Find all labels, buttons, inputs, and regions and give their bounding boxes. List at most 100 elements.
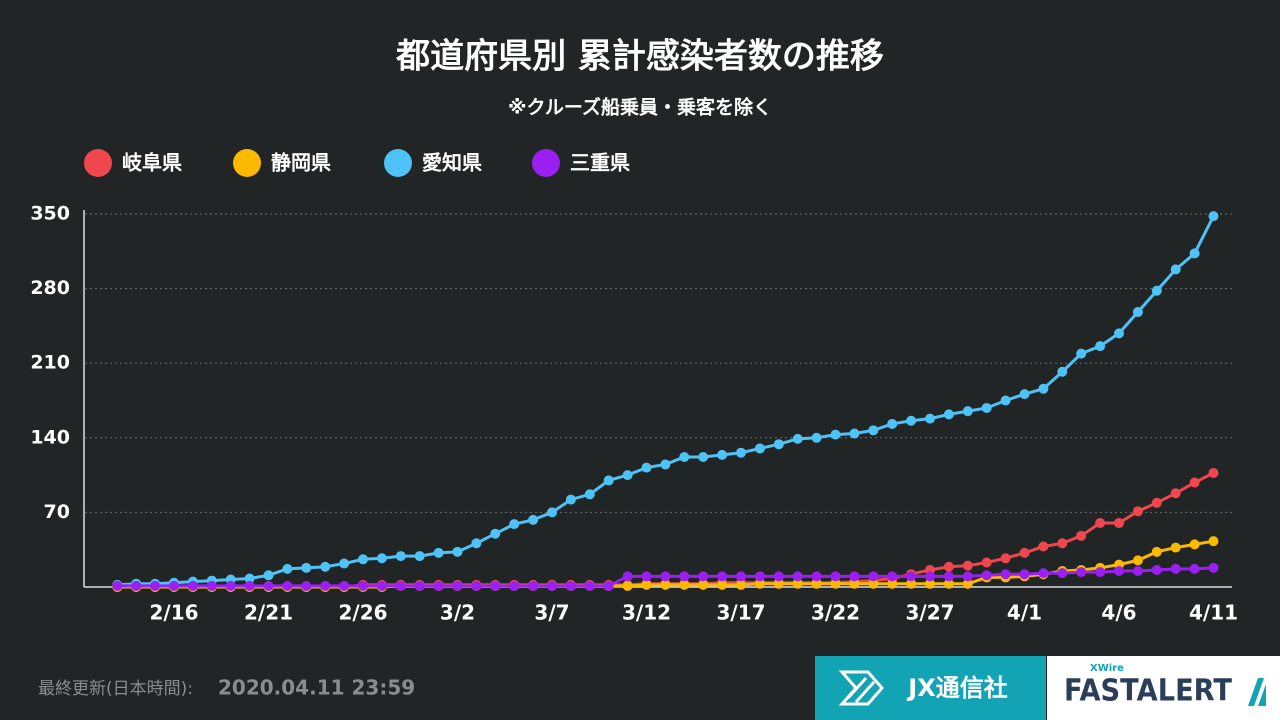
data-point [1038, 383, 1049, 394]
data-point [698, 451, 709, 462]
data-point [1095, 518, 1106, 529]
x-tick-label: 3/17 [716, 601, 765, 625]
data-point [962, 578, 973, 589]
data-point [887, 418, 898, 429]
data-point [736, 571, 746, 582]
data-point [565, 580, 576, 591]
data-point [584, 580, 595, 591]
data-point [773, 571, 784, 582]
x-tick-label: 2/21 [244, 601, 293, 625]
data-point [301, 580, 312, 591]
data-point [1208, 467, 1219, 478]
data-point [887, 578, 898, 589]
product-sub: XWire [1090, 663, 1124, 674]
data-point [622, 571, 633, 582]
data-point [868, 571, 879, 582]
data-point [1057, 538, 1068, 549]
data-point [547, 507, 557, 518]
data-point [471, 538, 482, 549]
data-point [849, 571, 860, 582]
data-point [490, 528, 501, 539]
data-point [830, 571, 841, 582]
data-point [981, 570, 992, 581]
data-point [1208, 211, 1219, 222]
data-point [754, 443, 765, 454]
data-point [679, 451, 690, 462]
x-tick-label: 4/1 [1007, 601, 1042, 625]
data-point [773, 578, 784, 589]
data-point [528, 514, 539, 525]
data-point [660, 571, 671, 582]
data-point [339, 558, 350, 569]
data-point [1189, 248, 1200, 259]
data-point [943, 409, 954, 420]
data-point [698, 579, 709, 590]
legend-swatch [532, 149, 560, 177]
data-point [244, 573, 255, 584]
data-point [547, 580, 557, 591]
data-point [1038, 541, 1049, 552]
data-point [641, 462, 652, 473]
legend-label: 三重県 [570, 151, 630, 175]
data-point [1132, 506, 1143, 517]
y-tick-label: 350 [30, 203, 70, 225]
data-point [1151, 285, 1162, 296]
data-point [1000, 553, 1011, 564]
data-point [282, 563, 293, 574]
x-tick-label: 2/16 [149, 601, 198, 625]
data-point [830, 429, 841, 440]
data-point [1170, 542, 1181, 553]
data-point [584, 489, 595, 500]
data-point [358, 580, 368, 591]
data-point [736, 579, 746, 590]
data-point [962, 571, 973, 582]
data-point [1057, 568, 1068, 579]
data-point [452, 546, 463, 557]
data-point [1208, 562, 1219, 573]
data-point [622, 470, 633, 481]
data-point [773, 439, 784, 450]
legend-label: 静岡県 [271, 151, 331, 175]
data-point [849, 578, 860, 589]
data-point [1057, 366, 1068, 377]
data-point [433, 547, 444, 558]
data-point [1208, 536, 1219, 547]
data-point [414, 580, 425, 591]
data-point [1132, 307, 1143, 318]
data-point [1189, 477, 1200, 488]
data-point [1095, 341, 1106, 352]
data-point [1019, 389, 1030, 400]
data-point [509, 519, 520, 530]
data-point [943, 571, 954, 582]
data-point [433, 580, 444, 591]
data-point [1132, 555, 1143, 566]
data-point [792, 578, 803, 589]
data-point [943, 561, 954, 572]
data-point [282, 580, 293, 591]
data-point [263, 570, 274, 581]
data-point [925, 413, 935, 424]
legend-swatch [233, 149, 261, 177]
data-point [1076, 530, 1087, 541]
data-point [698, 571, 709, 582]
data-point [301, 562, 312, 573]
y-tick-label: 140 [30, 426, 70, 448]
data-point [131, 580, 142, 591]
x-tick-label: 3/2 [440, 601, 475, 625]
data-point [792, 433, 803, 444]
data-point [754, 578, 765, 589]
data-point [1000, 395, 1011, 406]
data-point [830, 578, 841, 589]
data-point [339, 580, 350, 591]
data-point [679, 579, 690, 590]
data-point [1019, 547, 1030, 558]
chart-title: 都道府県別 累計感染者数の推移 [395, 37, 884, 77]
y-tick-label: 70 [44, 501, 70, 523]
brand-logo [838, 670, 884, 706]
data-point [1151, 497, 1162, 508]
data-point [509, 580, 520, 591]
data-point [754, 571, 765, 582]
data-point [603, 475, 614, 486]
data-point [1189, 563, 1200, 574]
